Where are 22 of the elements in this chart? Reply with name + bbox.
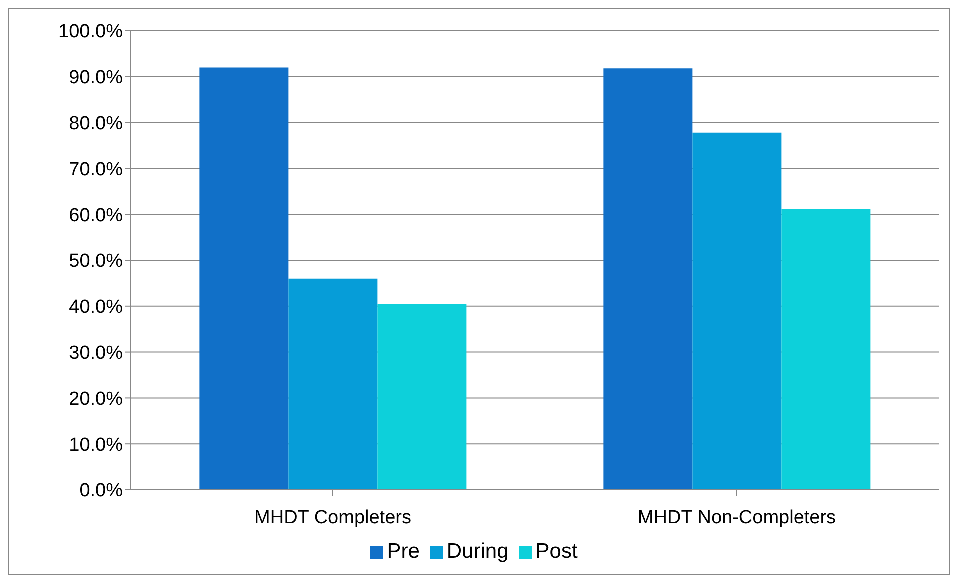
legend-label: During	[446, 540, 509, 563]
y-tick-label: 30.0%	[69, 343, 124, 364]
y-tick-label: 20.0%	[69, 388, 124, 410]
y-tick-label: 10.0%	[69, 434, 124, 456]
legend-label: Post	[536, 540, 578, 563]
y-tick-label: 80.0%	[69, 114, 124, 135]
legend-label: Pre	[387, 540, 420, 563]
x-tick-label: MHDT Completers	[254, 507, 412, 528]
y-tick-label: 40.0%	[69, 297, 124, 318]
y-tick-label: 70.0%	[69, 159, 124, 180]
y-tick-label: 60.0%	[69, 205, 124, 226]
y-tick-label: 90.0%	[69, 68, 124, 89]
y-tick-label: 0.0%	[80, 480, 124, 502]
bar	[288, 278, 378, 490]
x-tick-label: MHDT Non-Completers	[638, 507, 836, 528]
bar	[604, 68, 693, 490]
bar	[200, 68, 289, 490]
bar	[782, 209, 871, 490]
y-tick-label: 50.0%	[69, 251, 124, 272]
y-tick-label: 100.0%	[58, 22, 124, 43]
bar	[692, 132, 782, 490]
bar	[378, 304, 467, 490]
